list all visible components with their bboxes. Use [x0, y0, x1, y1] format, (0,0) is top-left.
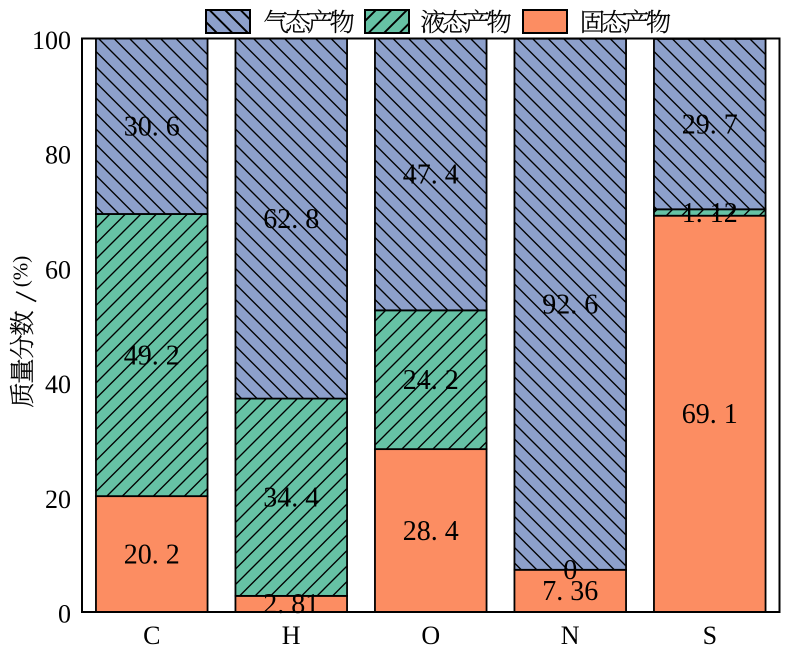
- svg-text:N: N: [561, 621, 580, 650]
- svg-text:S: S: [703, 621, 717, 650]
- svg-text:24. 2: 24. 2: [403, 365, 459, 396]
- svg-text:1. 12: 1. 12: [682, 198, 738, 229]
- svg-text:0: 0: [563, 555, 577, 586]
- svg-text:62. 8: 62. 8: [263, 204, 319, 235]
- svg-text:69. 1: 69. 1: [682, 399, 738, 430]
- svg-text:28. 4: 28. 4: [403, 516, 459, 547]
- svg-text:(%): (%): [9, 256, 33, 287]
- svg-text:30. 6: 30. 6: [124, 112, 180, 143]
- svg-text:2. 81: 2. 81: [263, 589, 319, 620]
- svg-text:60: 60: [45, 255, 71, 284]
- svg-text:34. 4: 34. 4: [263, 483, 319, 514]
- svg-text:C: C: [143, 621, 160, 650]
- svg-text:100: 100: [32, 26, 71, 55]
- svg-text:O: O: [421, 621, 440, 650]
- svg-text:80: 80: [45, 141, 71, 170]
- svg-text:H: H: [282, 621, 301, 650]
- svg-text:20. 2: 20. 2: [124, 539, 180, 570]
- svg-text:40: 40: [45, 370, 71, 399]
- svg-text:29. 7: 29. 7: [682, 109, 738, 140]
- svg-text:47. 4: 47. 4: [403, 160, 459, 191]
- svg-text:0: 0: [58, 600, 71, 629]
- svg-text:92. 6: 92. 6: [542, 290, 598, 321]
- svg-text:7. 36: 7. 36: [542, 576, 598, 607]
- svg-text:49. 2: 49. 2: [124, 340, 180, 371]
- svg-text:20: 20: [45, 485, 71, 514]
